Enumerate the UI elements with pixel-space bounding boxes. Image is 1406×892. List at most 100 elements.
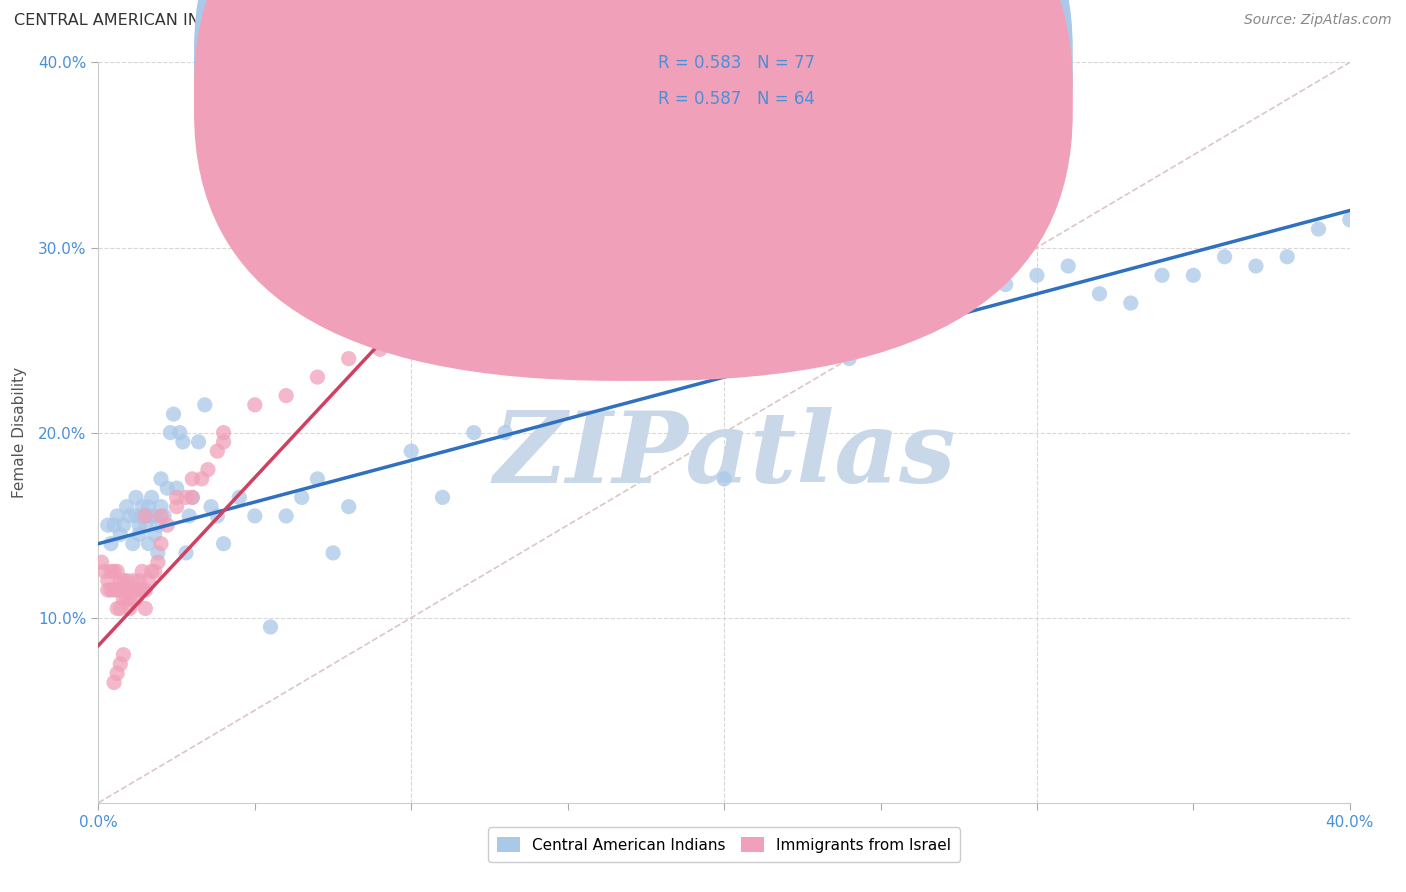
Point: [650, 286, 672, 301]
Point: [131, 582, 153, 597]
Point: [150, 508, 173, 523]
Point: [1088, 286, 1111, 301]
Point: [100, 536, 122, 550]
Point: [125, 582, 148, 597]
Point: [115, 582, 138, 597]
Point: [143, 508, 166, 523]
Point: [932, 296, 955, 310]
Point: [141, 491, 163, 505]
Point: [274, 388, 298, 402]
Text: ZIPatlas: ZIPatlas: [494, 407, 955, 503]
Point: [146, 518, 169, 533]
Point: [134, 508, 156, 523]
Point: [307, 472, 329, 486]
Point: [110, 527, 132, 541]
Point: [141, 565, 163, 579]
Point: [97, 582, 120, 597]
Point: [118, 592, 141, 607]
Point: [368, 268, 391, 283]
Point: [212, 425, 235, 440]
Point: [401, 333, 423, 347]
Point: [146, 546, 169, 560]
Point: [150, 500, 173, 514]
Point: [156, 518, 179, 533]
Point: [105, 565, 128, 579]
Point: [166, 491, 188, 505]
Point: [105, 582, 128, 597]
Point: [110, 574, 132, 588]
Point: [1152, 268, 1174, 283]
Point: [118, 601, 141, 615]
Point: [337, 500, 360, 514]
Point: [141, 508, 163, 523]
Point: [1308, 222, 1330, 236]
Point: [179, 508, 201, 523]
Point: [105, 601, 128, 615]
Point: [1339, 212, 1361, 227]
Y-axis label: Female Disability: Female Disability: [13, 367, 27, 499]
Point: [838, 351, 860, 366]
Point: [146, 555, 169, 569]
Point: [1057, 259, 1080, 273]
Point: [131, 500, 153, 514]
Point: [97, 574, 120, 588]
Point: [143, 527, 166, 541]
Point: [207, 508, 229, 523]
Point: [103, 565, 125, 579]
Text: CENTRAL AMERICAN INDIAN VS IMMIGRANTS FROM ISRAEL FEMALE DISABILITY CORRELATION : CENTRAL AMERICAN INDIAN VS IMMIGRANTS FR…: [14, 13, 827, 29]
Point: [181, 472, 204, 486]
Point: [150, 472, 173, 486]
Point: [97, 518, 120, 533]
Point: [112, 582, 135, 597]
Point: [134, 582, 156, 597]
Point: [112, 648, 135, 662]
Text: R = 0.583   N = 77: R = 0.583 N = 77: [658, 54, 815, 72]
Point: [212, 536, 235, 550]
Point: [128, 527, 150, 541]
Point: [100, 582, 122, 597]
Point: [93, 565, 115, 579]
Point: [121, 574, 143, 588]
Point: [103, 582, 125, 597]
Point: [713, 472, 735, 486]
Point: [118, 582, 141, 597]
Legend: Central American Indians, Immigrants from Israel: Central American Indians, Immigrants fro…: [488, 828, 960, 862]
Point: [112, 574, 135, 588]
Point: [181, 491, 204, 505]
Text: R = 0.587   N = 64: R = 0.587 N = 64: [658, 90, 815, 108]
Point: [994, 277, 1017, 292]
Point: [128, 582, 150, 597]
Point: [110, 657, 132, 671]
Point: [131, 508, 153, 523]
Point: [172, 434, 194, 449]
Point: [166, 481, 188, 495]
Point: [90, 555, 112, 569]
Point: [1026, 268, 1049, 283]
Point: [174, 546, 197, 560]
Point: [368, 343, 391, 357]
Point: [138, 574, 160, 588]
Point: [156, 481, 179, 495]
Point: [463, 425, 485, 440]
Point: [1182, 268, 1205, 283]
Point: [150, 536, 173, 550]
Point: [963, 286, 986, 301]
Point: [159, 425, 181, 440]
Point: [121, 582, 143, 597]
Point: [131, 565, 153, 579]
Point: [1119, 296, 1142, 310]
Point: [134, 508, 156, 523]
Point: [125, 508, 148, 523]
Point: [197, 462, 219, 476]
Point: [243, 508, 266, 523]
Point: [207, 444, 229, 458]
Point: [110, 601, 132, 615]
Point: [274, 508, 298, 523]
Point: [153, 508, 176, 523]
Point: [128, 518, 150, 533]
Point: [181, 491, 204, 505]
Point: [322, 546, 344, 560]
Point: [125, 592, 148, 607]
Point: [103, 518, 125, 533]
Point: [337, 351, 360, 366]
